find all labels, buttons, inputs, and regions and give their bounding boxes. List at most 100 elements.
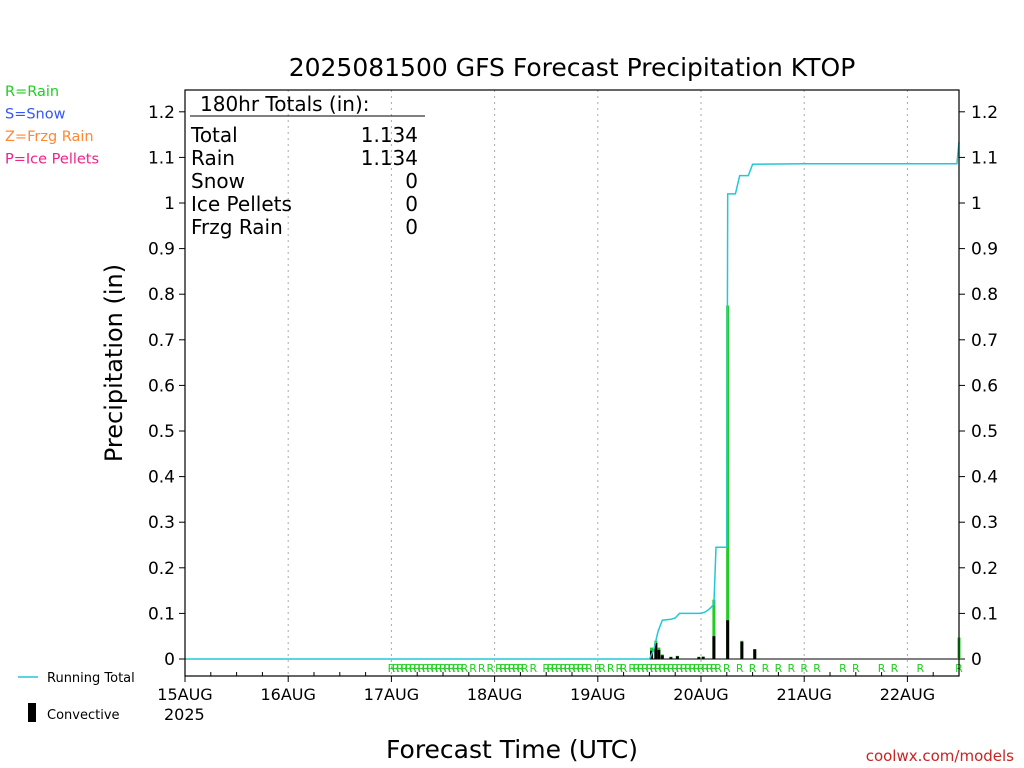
- ptype-marker: R: [598, 662, 606, 675]
- y-tick-label-right: 0.4: [971, 468, 998, 488]
- chart-title: 2025081500 GFS Forecast Precipitation KT…: [289, 53, 856, 82]
- ptype-marker: R: [400, 662, 408, 675]
- ptype-marker: R: [469, 662, 477, 675]
- y-tick-label-left: 0.8: [148, 285, 175, 305]
- convective-legend-swatch: [28, 703, 36, 722]
- ptype-marker: R: [388, 662, 396, 675]
- running-total-series: [185, 141, 960, 660]
- ptype-marker: R: [701, 662, 709, 675]
- ptype-legend-item: S=Snow: [5, 107, 66, 123]
- totals-row-label: Frzg Rain: [191, 215, 283, 239]
- ptype-marker: R: [800, 662, 808, 675]
- y-axis-right: 0 0.1 0.2 0.3 0.4 0.5 0.6 0.7 0.8 0.9 1 1.1 1.2: [959, 103, 998, 670]
- ptype-marker: R: [839, 662, 847, 675]
- convective-bar: [654, 643, 658, 659]
- ptype-legend: R=Rain S=Snow Z=Frzg Rain P=Ice Pellets: [5, 84, 99, 168]
- credit-text: coolwx.com/models: [866, 747, 1014, 765]
- y-tick-label-right: 1.1: [971, 148, 998, 168]
- ptype-marker: R: [564, 662, 572, 675]
- ptype-marker: R: [689, 662, 697, 675]
- totals-row-label: Total: [190, 123, 238, 147]
- ptype-marker: R: [594, 662, 602, 675]
- ptype-marker: R: [495, 662, 503, 675]
- convective-bar: [657, 649, 661, 659]
- y-tick-label-right: 0.5: [971, 422, 998, 442]
- y-tick-label-right: 0.7: [971, 331, 998, 351]
- ptype-marker: R: [542, 662, 550, 675]
- ptype-marker: R: [762, 662, 770, 675]
- convective-bar: [726, 620, 730, 659]
- ptype-marker: R: [443, 662, 451, 675]
- y-tick-label-left: 0.3: [148, 513, 175, 533]
- totals-row-value: 0: [405, 215, 418, 239]
- ptype-legend-item: Z=Frzg Rain: [5, 129, 94, 145]
- ptype-marker: R: [633, 662, 641, 675]
- running-total-legend-label: Running Total: [47, 671, 135, 686]
- convective-bar: [712, 636, 716, 659]
- ptype-marker: R: [413, 662, 421, 675]
- convective-legend-label: Convective: [47, 708, 120, 723]
- ptype-marker: R: [749, 662, 757, 675]
- ptype-marker: R: [736, 662, 744, 675]
- totals-row-value: 1.134: [361, 146, 418, 170]
- ptype-marker: R: [405, 662, 413, 675]
- x-tick-label: 20AUG: [673, 685, 728, 704]
- convective-bar: [740, 641, 744, 659]
- ptype-marker: R: [452, 662, 460, 675]
- y-tick-label-right: 0.8: [971, 285, 998, 305]
- ptype-marker: R: [521, 662, 529, 675]
- y-tick-label-right: 1: [971, 194, 982, 214]
- y-tick-label-right: 0.9: [971, 240, 998, 260]
- ptype-marker: R: [676, 662, 684, 675]
- ptype-marker: R: [461, 662, 469, 675]
- y-axis-label: Precipitation (in): [100, 264, 128, 462]
- y-axis-left: 0 0.1 0.2 0.3 0.4 0.5 0.6 0.7 0.8 0.9 1 1.1 1.2: [148, 103, 959, 670]
- ptype-marker: R: [512, 662, 520, 675]
- ptype-marker: R: [418, 662, 426, 675]
- x-tick-label: 15AUG: [157, 685, 212, 704]
- y-tick-label-left: 0.2: [148, 559, 175, 579]
- x-tick-label: 16AUG: [260, 685, 315, 704]
- ptype-marker: R: [680, 662, 688, 675]
- ptype-marker: R: [422, 662, 430, 675]
- ptype-marker: R: [572, 662, 580, 675]
- ptype-marker: R: [568, 662, 576, 675]
- grid: [287, 90, 908, 676]
- year-label: 2025: [164, 705, 205, 724]
- ptype-marker: R: [714, 662, 722, 675]
- ptype-legend-item: P=Ice Pellets: [5, 152, 99, 168]
- ptype-marker: R: [456, 662, 464, 675]
- y-tick-label-left: 0.5: [148, 422, 175, 442]
- x-tick-label: 22AUG: [880, 685, 935, 704]
- ptype-marker: R: [529, 662, 537, 675]
- ptype-legend-item: R=Rain: [5, 84, 59, 100]
- ptype-marker: R: [641, 662, 649, 675]
- totals-header: 180hr Totals (in):: [200, 92, 370, 116]
- totals-row-label: Ice Pellets: [191, 192, 292, 216]
- convective-bar: [697, 657, 701, 659]
- ptype-marker: R: [693, 662, 701, 675]
- x-axis-label: Forecast Time (UTC): [386, 735, 638, 764]
- x-tick-label: 19AUG: [570, 685, 625, 704]
- y-tick-label-right: 0.3: [971, 513, 998, 533]
- x-tick-label: 21AUG: [776, 685, 831, 704]
- convective-bar: [675, 656, 679, 659]
- y-tick-label-right: 0: [971, 650, 982, 670]
- ptype-marker: R: [392, 662, 400, 675]
- ptype-marker: R: [577, 662, 585, 675]
- ptype-marker: R: [654, 662, 662, 675]
- totals-row-value: 0: [405, 192, 418, 216]
- ptype-marker: R: [637, 662, 645, 675]
- ptype-marker: R: [504, 662, 512, 675]
- ptype-marker: R: [551, 662, 559, 675]
- ptype-marker: R: [663, 662, 671, 675]
- ptype-marker: R: [435, 662, 443, 675]
- ptype-marker: R: [891, 662, 899, 675]
- ptype-marker: R: [775, 662, 783, 675]
- ptype-marker: R: [478, 662, 486, 675]
- ptype-marker: R: [560, 662, 568, 675]
- totals-row-label: Rain: [191, 146, 235, 170]
- convective-bar: [660, 655, 664, 659]
- ptype-marker: R: [426, 662, 434, 675]
